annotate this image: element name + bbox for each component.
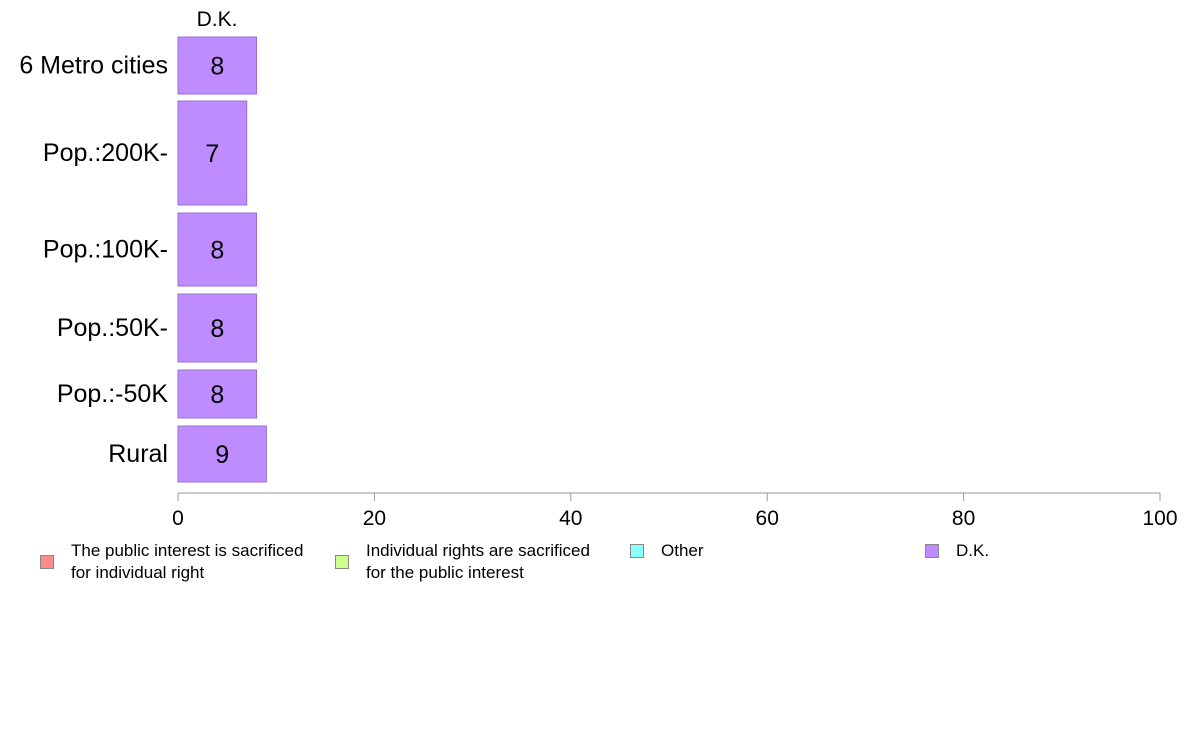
legend-item-other: Other bbox=[630, 540, 704, 562]
bar-dk bbox=[177, 36, 258, 95]
legend-label: Individual rights are sacrificed for the… bbox=[366, 541, 590, 582]
data-label: 8 bbox=[210, 53, 224, 81]
legend-label: The public interest is sacrificed for in… bbox=[71, 541, 304, 582]
legend-item-public-interest: The public interest is sacrificed for in… bbox=[40, 540, 303, 584]
legend-item-dk: D.K. bbox=[925, 540, 989, 562]
category-label: Pop.:50K- bbox=[57, 314, 168, 342]
legend-swatch bbox=[630, 544, 644, 558]
data-label: 8 bbox=[210, 315, 224, 343]
bar-dk bbox=[177, 425, 267, 483]
x-tick-label: 20 bbox=[363, 507, 386, 530]
bar-dk bbox=[177, 212, 258, 287]
bars-layer bbox=[177, 36, 267, 483]
data-label: 7 bbox=[205, 140, 219, 168]
category-label: Pop.:100K- bbox=[43, 236, 168, 264]
category-label: Rural bbox=[108, 440, 168, 468]
data-label: 8 bbox=[210, 237, 224, 265]
x-axis: 0 20 40 60 80 100 bbox=[172, 492, 1178, 530]
top-series-label: D.K. bbox=[197, 8, 238, 31]
data-label: 8 bbox=[210, 381, 224, 409]
bar-dk bbox=[177, 293, 258, 363]
x-tick-label: 0 bbox=[172, 507, 184, 530]
bar-dk bbox=[177, 369, 258, 419]
category-label: 6 Metro cities bbox=[19, 52, 168, 80]
data-label: 9 bbox=[215, 441, 229, 469]
bar-dk bbox=[177, 100, 248, 206]
legend-swatch bbox=[335, 555, 349, 569]
category-label: Pop.:200K- bbox=[43, 139, 168, 167]
x-tick-label: 60 bbox=[756, 507, 779, 530]
category-labels: 6 Metro cities 8 Pop.:200K- 7 Pop.:100K- 8 Pop… bbox=[19, 52, 229, 470]
legend-label: D.K. bbox=[956, 541, 990, 560]
legend-swatch bbox=[925, 544, 939, 558]
category-label: Pop.:-50K bbox=[57, 380, 169, 408]
x-tick-label: 80 bbox=[952, 507, 975, 530]
legend: The public interest is sacrificed for in… bbox=[0, 540, 1188, 590]
legend-item-individual-rights: Individual rights are sacrificed for the… bbox=[335, 540, 590, 584]
x-tick-label: 100 bbox=[1142, 507, 1177, 530]
x-tick-label: 40 bbox=[559, 507, 582, 530]
legend-label: Other bbox=[661, 541, 704, 560]
legend-swatch bbox=[40, 555, 54, 569]
